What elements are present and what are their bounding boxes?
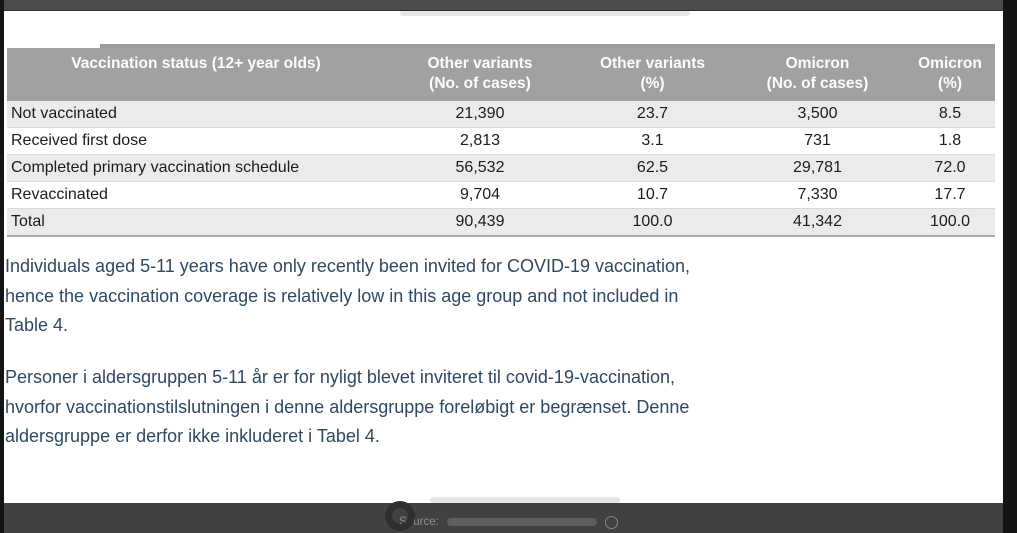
row-label: Not vaccinated	[11, 105, 117, 122]
cropped-content-remnant	[100, 44, 995, 49]
omicron-pct-value: 8.5	[938, 105, 962, 122]
row-label: Received first dose	[11, 132, 148, 149]
col-header-other-variants-cases: Other variants (No. of cases)	[385, 48, 575, 101]
table-row: Received first dose 2,813 3.1 731 1.8	[7, 127, 995, 155]
other-variants-cases-value: 56,532	[455, 159, 505, 176]
organization-logo-icon	[385, 501, 415, 531]
other-variants-cases-value: 2,813	[459, 132, 501, 149]
cropped-header-text-smudge	[400, 10, 690, 16]
other-variants-pct-value: 3.1	[641, 132, 664, 149]
paragraph-line: Table 4.	[5, 315, 69, 335]
table-row: Not vaccinated 21,390 23.7 3,500 8.5	[7, 101, 995, 128]
other-variants-cases-value: 9,704	[459, 186, 501, 203]
other-variants-cases-value: 21,390	[455, 105, 505, 122]
paragraph-line: Personer i aldersgruppen 5-11 år er for …	[5, 367, 675, 387]
col-header-other-variants-pct: Other variants (%)	[575, 48, 730, 101]
omicron-cases-value: 29,781	[793, 159, 842, 176]
viewer-top-bar	[0, 0, 1017, 11]
other-variants-cases-value: 90,439	[455, 213, 505, 230]
omicron-pct-value: 100.0	[929, 213, 971, 230]
right-edge-strip	[1003, 0, 1017, 533]
omicron-pct-value: 1.8	[938, 132, 962, 149]
left-edge-strip	[0, 0, 4, 533]
other-variants-pct-value: 62.5	[636, 159, 669, 176]
paragraph-english: Individuals aged 5-11 years have only re…	[5, 252, 905, 341]
col-header-omicron-pct: Omicron (%)	[905, 48, 995, 101]
paragraph-line: hvorfor vaccinationstilslutningen i denn…	[5, 396, 690, 417]
vaccination-status-table: Vaccination status (12+ year olds) Other…	[7, 48, 995, 237]
omicron-pct-value: 17.7	[934, 186, 966, 203]
row-label: Revaccinated	[11, 186, 108, 203]
other-variants-pct-value: 100.0	[632, 213, 673, 230]
paragraph-danish: Personer i aldersgruppen 5-11 år er for …	[5, 363, 905, 452]
source-footer: Source:	[399, 515, 618, 529]
omicron-cases-value: 7,330	[797, 186, 838, 203]
omicron-pct-value: 72.0	[934, 159, 966, 176]
omicron-cases-value: 731	[804, 132, 831, 149]
paragraph-line: aldersgruppe er derfor ikke inkluderet i…	[5, 426, 380, 446]
omicron-cases-value: 3,500	[797, 105, 838, 122]
table-row: Revaccinated 9,704 10.7 7,330 17.7	[7, 181, 995, 209]
col-header-label: Vaccination status (12+ year olds)	[71, 55, 321, 72]
row-label: Total	[11, 213, 45, 230]
source-link-blur	[446, 518, 597, 526]
paragraph-line: hence the vaccination coverage is relati…	[5, 285, 679, 306]
paragraph-line: Individuals aged 5-11 years have only re…	[5, 256, 691, 276]
viewer-bottom-bar: Source:	[0, 503, 1017, 533]
cropped-footer-text-smudge	[430, 497, 620, 503]
row-label: Completed primary vaccination schedule	[11, 159, 300, 176]
table-row-total: Total 90,439 100.0 41,342 100.0	[7, 208, 995, 236]
table-row: Completed primary vaccination schedule 5…	[7, 154, 995, 182]
col-header-omicron-cases: Omicron (No. of cases)	[730, 48, 905, 101]
omicron-cases-value: 41,342	[793, 213, 842, 230]
source-badge-icon	[604, 515, 618, 529]
other-variants-pct-value: 23.7	[636, 105, 669, 122]
table-header-row: Vaccination status (12+ year olds) Other…	[7, 48, 995, 101]
other-variants-pct-value: 10.7	[636, 186, 669, 203]
col-header-vaccination-status: Vaccination status (12+ year olds)	[7, 48, 385, 101]
